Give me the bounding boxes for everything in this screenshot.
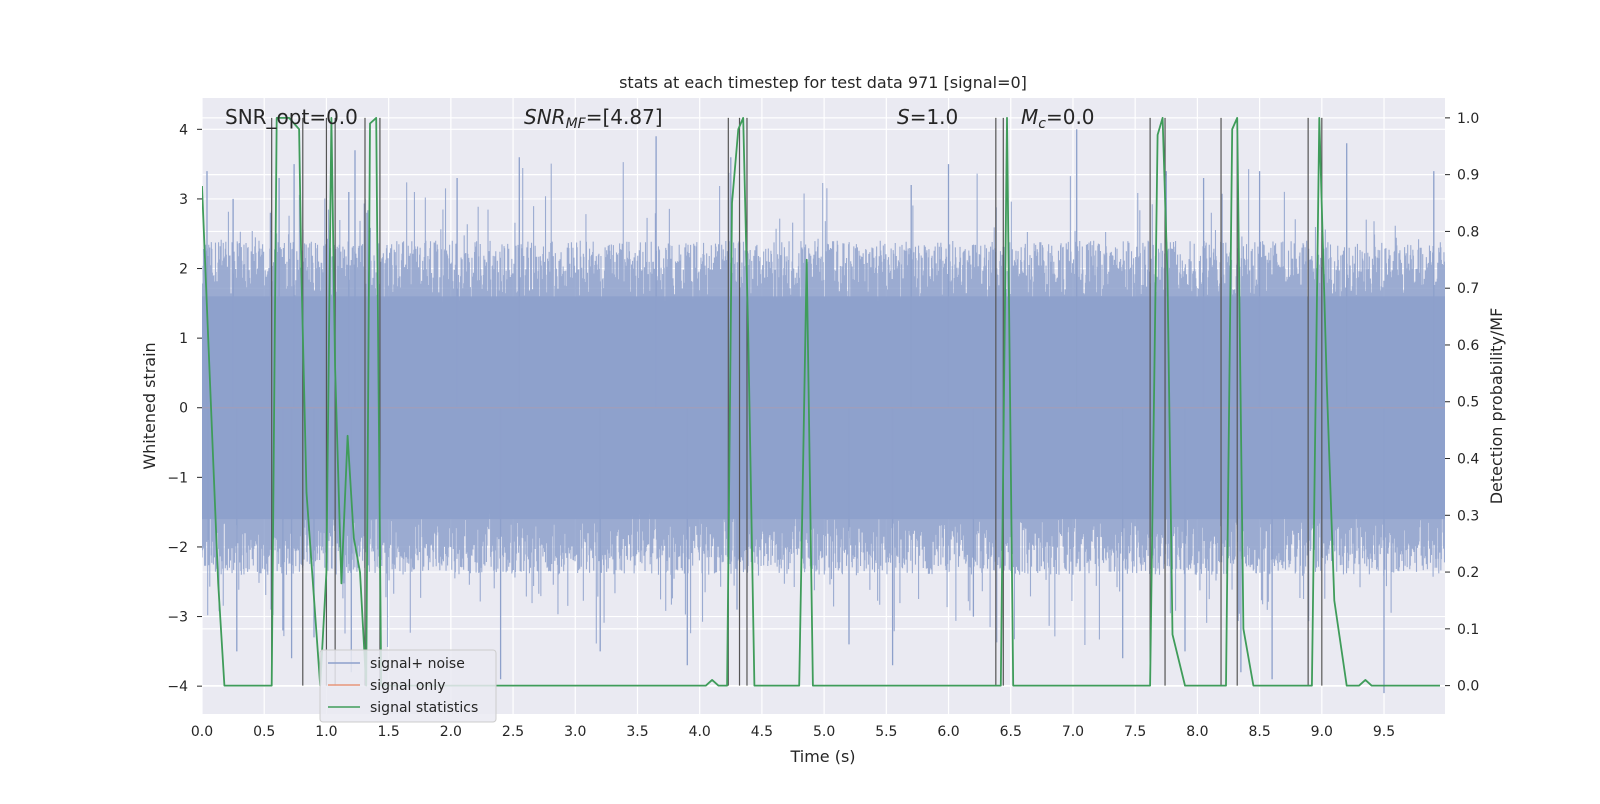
x-axis-label: Time (s)	[789, 747, 855, 766]
legend-label-statistics: signal statistics	[370, 700, 478, 716]
y-right-tick-label: 0.2	[1457, 565, 1479, 581]
y-right-tick-label: 0.1	[1457, 622, 1479, 638]
annotation-s: S=1.0	[897, 105, 958, 129]
y-tick-label: −4	[167, 679, 188, 695]
y-right-tick-label: 0.0	[1457, 679, 1479, 695]
x-tick-label: 9.5	[1373, 724, 1395, 740]
x-tick-label: 1.5	[378, 724, 400, 740]
y-right-tick-label: 0.6	[1457, 338, 1479, 354]
y-axis-label: Whitened strain	[140, 342, 159, 469]
legend-box	[319, 649, 497, 723]
x-tick-label: 6.5	[1000, 724, 1022, 740]
x-tick-label: 9.0	[1311, 724, 1333, 740]
y-tick-label: −1	[167, 470, 188, 486]
y-right-tick-label: 0.8	[1457, 224, 1479, 240]
y-right-tick-label: 1.0	[1457, 111, 1479, 127]
y-axis-right-ticks: 0.0 0.1 0.2 0.3 0.4 0.5 0.6 0.7 0.8 0.9 1.0	[1445, 111, 1479, 695]
x-tick-label: 3.5	[626, 724, 648, 740]
y-right-tick-label: 0.7	[1457, 281, 1479, 297]
annotation-snr-mf: SNRMF=[4.87]	[524, 105, 663, 132]
x-tick-label: 7.5	[1124, 724, 1146, 740]
y-tick-label: 1	[179, 331, 188, 347]
y-tick-label: 3	[179, 192, 188, 208]
legend-label-noise: signal+ noise	[370, 656, 465, 672]
x-tick-label: 8.0	[1186, 724, 1208, 740]
y-tick-label: −3	[167, 610, 188, 626]
statistics-line	[202, 117, 1440, 687]
x-axis-ticks: 0.0 0.5 1.0 1.5 2.0 2.5 3.0 3.5 4.0 4.5 5.0 5.5 6.0 6…	[191, 724, 1395, 740]
x-tick-label: 7.0	[1062, 724, 1084, 740]
y-right-tick-label: 0.9	[1457, 168, 1479, 184]
y-axis-right-label: Detection probability/MF	[1487, 308, 1506, 505]
x-tick-label: 2.0	[440, 724, 462, 740]
chart-title: stats at each timestep for test data 971…	[619, 73, 1027, 92]
x-tick-label: 8.5	[1248, 724, 1270, 740]
legend: signal+ noise signal only signal statist…	[319, 649, 497, 723]
x-tick-label: 0.5	[253, 724, 275, 740]
x-tick-label: 0.0	[191, 724, 213, 740]
x-tick-label: 4.5	[751, 724, 773, 740]
annotation-mc: Mc=0.0	[1021, 105, 1095, 132]
y-right-tick-label: 0.5	[1457, 395, 1479, 411]
noise-band	[202, 296, 1445, 520]
legend-label-signal-only: signal only	[370, 678, 445, 694]
noise-series	[202, 129, 1445, 694]
y-axis-ticks: −4 −3 −2 −1 0 1 2 3 4	[167, 122, 202, 695]
x-tick-label: 5.5	[875, 724, 897, 740]
x-tick-label: 1.0	[315, 724, 337, 740]
x-tick-label: 3.0	[564, 724, 586, 740]
y-right-tick-label: 0.3	[1457, 508, 1479, 524]
x-tick-label: 4.0	[689, 724, 711, 740]
y-tick-label: 4	[179, 122, 188, 138]
y-tick-label: −2	[167, 540, 188, 556]
y-tick-label: 0	[179, 401, 188, 417]
annotation-snr-opt: SNR_opt=0.0	[225, 105, 358, 129]
statistics-series	[202, 117, 1440, 687]
x-tick-label: 2.5	[502, 724, 524, 740]
y-right-tick-label: 0.4	[1457, 452, 1479, 468]
x-tick-label: 6.0	[937, 724, 959, 740]
x-tick-label: 5.0	[813, 724, 835, 740]
y-tick-label: 2	[179, 262, 188, 278]
